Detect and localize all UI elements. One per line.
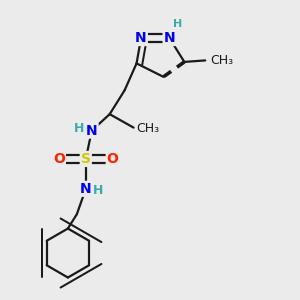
Text: O: O: [53, 152, 65, 166]
Text: N: N: [164, 31, 175, 45]
Text: O: O: [107, 152, 118, 166]
Text: N: N: [86, 124, 98, 138]
Text: H: H: [74, 122, 84, 135]
Text: CH₃: CH₃: [210, 54, 233, 67]
Text: H: H: [93, 184, 103, 197]
Text: N: N: [135, 31, 147, 45]
Text: N: N: [80, 182, 92, 196]
Text: H: H: [173, 19, 182, 29]
Text: CH₃: CH₃: [136, 122, 159, 135]
Text: S: S: [81, 152, 91, 166]
